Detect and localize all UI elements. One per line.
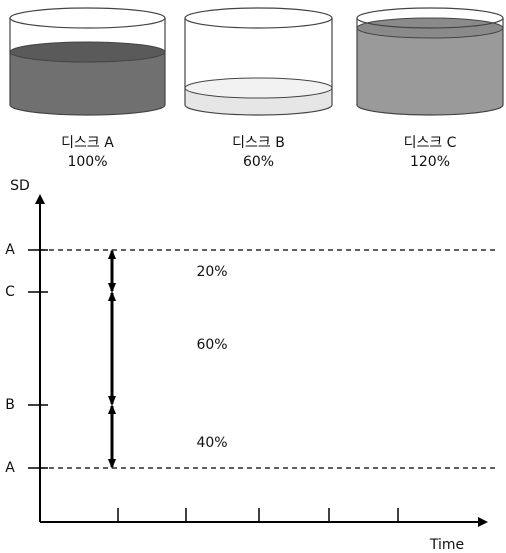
disk-label: 디스크 A — [61, 135, 114, 151]
level-label: C — [5, 284, 15, 300]
disk-label: 디스크 B — [232, 135, 285, 151]
diagram: 디스크 A 100% 디스크 B 60% 디스크 C 120% SD Time A C B A 2… — [0, 0, 506, 553]
gap-label: 60% — [196, 337, 227, 353]
levels: A C B A 20% 60% 40% — [5, 242, 227, 476]
disk-percent: 120% — [410, 154, 450, 170]
level-label: A — [5, 242, 15, 258]
disk-top — [10, 8, 165, 28]
x-axis-label: Time — [429, 537, 464, 553]
disk-fill-top — [10, 42, 165, 62]
disk-top — [185, 8, 332, 28]
disk-percent: 60% — [243, 154, 274, 170]
disk-label: 디스크 C — [404, 135, 457, 151]
x-ticks — [118, 508, 398, 522]
disk-percent: 100% — [67, 154, 107, 170]
disk-fill — [357, 28, 503, 115]
level-label: B — [5, 397, 15, 413]
gap-label: 20% — [196, 264, 227, 280]
disk-fill-top — [185, 78, 332, 98]
gap-label: 40% — [196, 435, 227, 451]
level-label: A — [5, 460, 15, 476]
disks: 디스크 A 100% 디스크 B 60% 디스크 C 120% — [10, 8, 503, 170]
y-axis-label: SD — [10, 178, 30, 194]
